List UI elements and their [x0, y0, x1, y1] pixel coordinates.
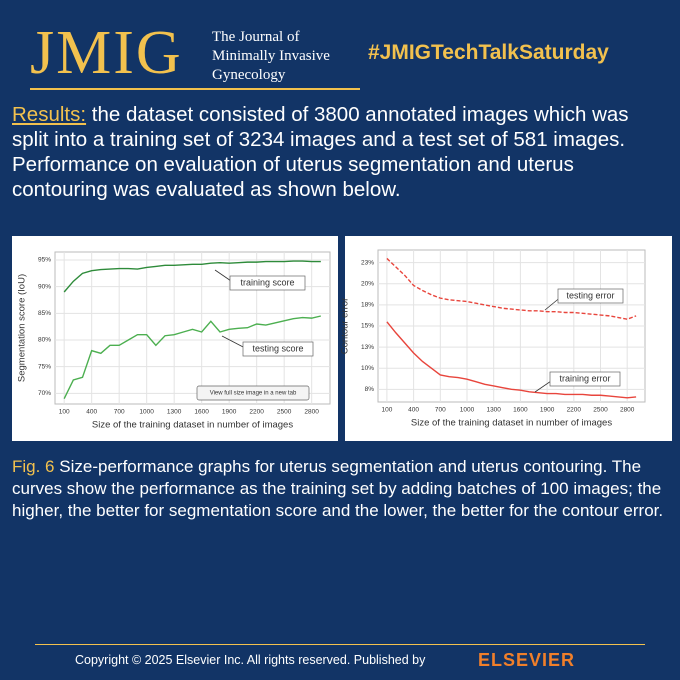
- annotation-box: [196, 385, 310, 401]
- y-tick-label: 90%: [38, 283, 51, 290]
- x-tick-label: 1000: [460, 407, 475, 414]
- copyright: Copyright © 2025 Elsevier Inc. All right…: [75, 653, 426, 667]
- x-axis-label: Size of the training dataset in number o…: [411, 418, 612, 429]
- y-tick-label: 85%: [38, 310, 51, 317]
- series-line: [386, 257, 637, 320]
- y-tick-label: 10%: [361, 365, 374, 372]
- y-tick-label: 80%: [38, 337, 51, 344]
- x-tick-label: 100: [381, 407, 392, 414]
- x-tick-label: 1900: [540, 407, 555, 414]
- y-tick-label: 95%: [38, 257, 51, 264]
- x-tick-label: 400: [86, 409, 97, 416]
- x-tick-label: 2500: [277, 409, 292, 416]
- y-tick-label: 23%: [361, 259, 374, 266]
- y-tick-label: 8%: [365, 386, 375, 393]
- x-tick-label: 700: [114, 409, 125, 416]
- annotation-box: [229, 275, 306, 291]
- y-tick-label: 20%: [361, 280, 374, 287]
- footer-rule: [35, 644, 645, 645]
- annotation-box: [549, 371, 621, 387]
- series-line: [386, 321, 637, 399]
- chart-panel: [345, 236, 672, 441]
- x-tick-label: 2200: [249, 409, 264, 416]
- x-tick-label: 1300: [486, 407, 501, 414]
- annotation: training score: [240, 277, 294, 287]
- annotation: testing score: [252, 343, 303, 353]
- x-tick-label: 1900: [222, 409, 237, 416]
- y-axis-label: Segmentation score (IoU): [17, 274, 28, 382]
- series-line: [63, 315, 321, 399]
- y-tick-label: 18%: [361, 302, 374, 309]
- x-tick-label: 1600: [194, 409, 209, 416]
- y-tick-label: 15%: [361, 323, 374, 330]
- y-tick-label: 70%: [38, 390, 51, 397]
- journal-name: The Journal of Minimally Invasive Gyneco…: [212, 28, 330, 85]
- journal-line: The Journal of: [212, 29, 300, 45]
- x-tick-label: 2200: [567, 407, 582, 414]
- journal-line: Minimally Invasive: [212, 48, 330, 64]
- x-tick-label: 400: [408, 407, 419, 414]
- results-text: Results: the dataset consisted of 3800 a…: [12, 102, 662, 202]
- y-tick-label: 75%: [38, 363, 51, 370]
- journal-line: Gynecology: [212, 67, 286, 83]
- x-tick-label: 1000: [139, 409, 154, 416]
- results-label: Results:: [12, 103, 87, 126]
- annotation-box: [242, 341, 314, 357]
- results-body: the dataset consisted of 3800 annotated …: [12, 103, 629, 201]
- caption-label: Fig. 6: [12, 457, 55, 476]
- caption-body: Size-performance graphs for uterus segme…: [12, 457, 664, 520]
- x-tick-label: 1300: [167, 409, 182, 416]
- series-line: [63, 260, 321, 293]
- y-axis-label: Contour error: [340, 298, 351, 355]
- x-tick-label: 2500: [593, 407, 608, 414]
- annotation-box: [557, 288, 624, 304]
- annotation: training error: [559, 373, 610, 383]
- x-tick-label: 2800: [620, 407, 635, 414]
- plot-area: [54, 251, 331, 405]
- logo: JMIG: [30, 19, 183, 87]
- x-tick-label: 1600: [513, 407, 528, 414]
- publisher: ELSEVIER: [478, 650, 576, 670]
- x-tick-label: 2800: [304, 409, 319, 416]
- annotation: View full size image in a new tab: [210, 391, 297, 397]
- header-rule: [30, 88, 360, 90]
- annotation: testing error: [566, 290, 614, 300]
- hashtag: #JMIGTechTalkSaturday: [368, 41, 609, 64]
- x-tick-label: 100: [59, 409, 70, 416]
- caption: Fig. 6 Size-performance graphs for uteru…: [12, 456, 672, 522]
- x-axis-label: Size of the training dataset in number o…: [92, 420, 293, 431]
- x-tick-label: 700: [435, 407, 446, 414]
- y-tick-label: 13%: [361, 344, 374, 351]
